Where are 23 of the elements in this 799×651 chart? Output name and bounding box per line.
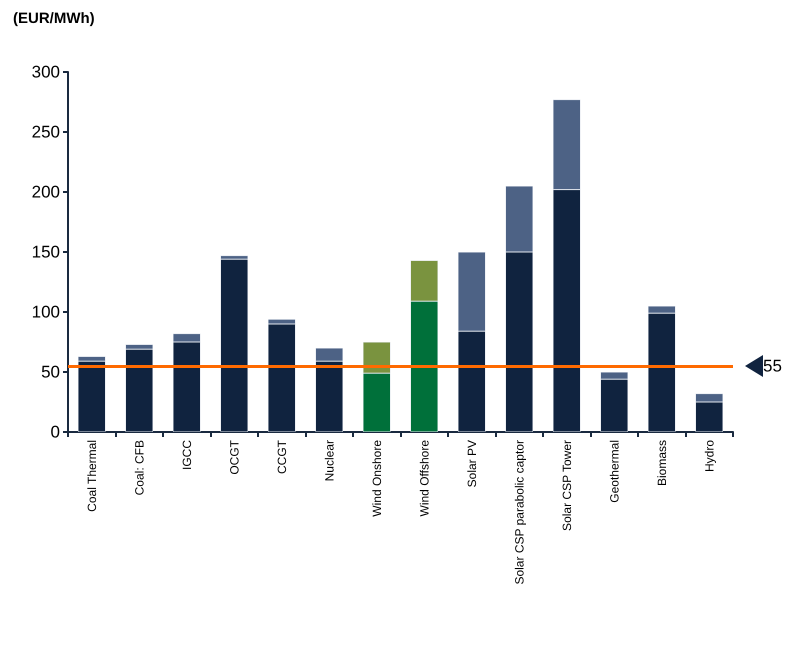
x-tick-label: Solar PV [464,440,479,488]
x-tick-label: Coal Thermal [84,440,99,512]
x-tick-label: Nuclear [322,440,336,482]
y-tick-label: 0 [50,422,60,442]
x-tick-label: Solar CSP Tower [560,440,574,531]
y-axis-title: (EUR/MWh) [13,10,95,27]
x-tick-label: CCGT [274,439,289,474]
ref-line-label: 55 [763,356,782,376]
x-tick-label: IGCC [180,440,194,470]
y-tick-label: 150 [32,242,60,262]
y-tick-label: 200 [32,182,60,202]
x-tick-label: Solar CSP parabolic captor [512,440,526,585]
x-tick-label: Geothermal [607,440,622,503]
x-tick-label: Coal: CFB [132,440,146,496]
y-tick-label: 50 [41,362,60,382]
x-tick-label: Wind Offshore [417,440,432,516]
y-tick-label: 100 [32,302,60,322]
x-tick-label: Hydro [702,440,716,472]
y-tick-label: 250 [32,122,60,142]
x-tick-label: OCGT [227,439,242,475]
y-tick-label: 300 [32,62,60,82]
x-tick-label: Wind Onshore [370,440,384,517]
x-tick-label: Biomass [654,440,669,486]
